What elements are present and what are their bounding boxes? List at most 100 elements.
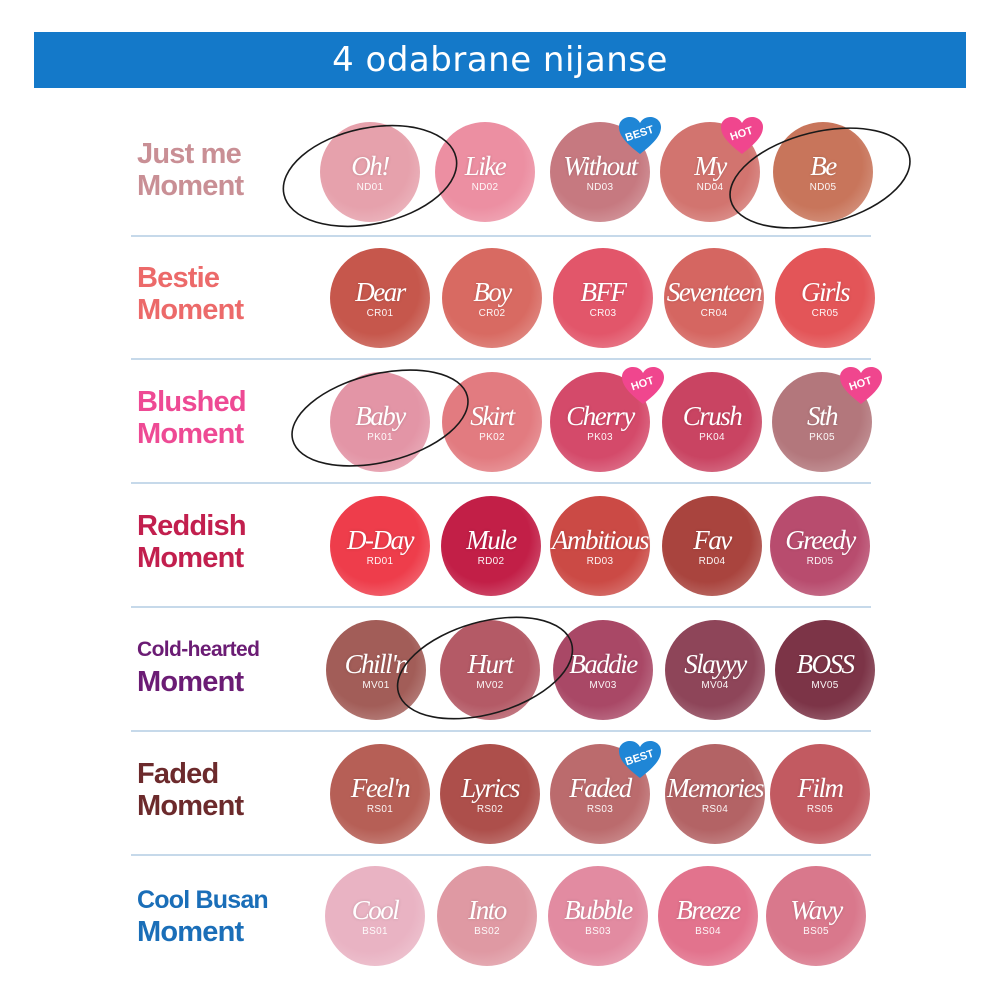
swatch[interactable]: Skirt PK02 — [442, 372, 542, 472]
swatch-code: BS03 — [585, 925, 611, 937]
swatch-name: Bubble — [564, 894, 633, 925]
swatch-name: Slayyy — [684, 648, 747, 679]
swatch-name: Girls — [800, 276, 851, 307]
row-blushed: Blushed Moment Baby PK01 Skirt PK02 Cherry… — [0, 360, 1000, 484]
row-label-line2: Moment — [137, 418, 244, 450]
swatch[interactable]: Boy CR02 — [442, 248, 542, 348]
swatch[interactable]: BOSS MV05 — [775, 620, 875, 720]
swatch[interactable]: Baby PK01 — [330, 372, 430, 472]
row-label: Blushed Moment — [137, 386, 297, 450]
swatch-name: Baby — [355, 400, 406, 431]
swatch[interactable]: Bubble BS03 — [548, 866, 648, 966]
row-label-line1: Just me — [137, 138, 242, 170]
swatch[interactable]: Dear CR01 — [330, 248, 430, 348]
swatch[interactable]: Greedy RD05 — [770, 496, 870, 596]
swatch[interactable]: D-Day RD01 — [330, 496, 430, 596]
swatch-code: PK01 — [367, 431, 393, 443]
badge-best: BEST — [617, 740, 663, 780]
row-label-line1: Cold-hearted — [137, 638, 260, 661]
swatch[interactable]: Hurt MV02 — [440, 620, 540, 720]
swatch[interactable]: BFF CR03 — [553, 248, 653, 348]
swatch-code: CR03 — [589, 307, 617, 319]
swatch[interactable]: Fav RD04 — [662, 496, 762, 596]
swatch[interactable]: Seventeen CR04 — [664, 248, 764, 348]
row-label-line1: Reddish — [137, 510, 247, 542]
swatch-code: MV03 — [589, 679, 617, 691]
swatch-code: RS04 — [701, 803, 729, 815]
swatch[interactable]: Memories RS04 — [665, 744, 765, 844]
swatch-name: Without — [563, 150, 638, 181]
swatch-code: ND03 — [586, 181, 614, 193]
swatch-code: BS01 — [362, 925, 388, 937]
row-label: Cold-hearted Moment — [137, 634, 297, 698]
swatch[interactable]: Into BS02 — [437, 866, 537, 966]
swatch-name: D-Day — [347, 524, 414, 555]
row-label-line2: Moment — [137, 790, 244, 822]
swatch-code: RD01 — [366, 555, 394, 567]
swatch-name: Be — [810, 150, 837, 181]
swatch-name: Cherry — [566, 400, 635, 431]
row-label-line2: Moment — [137, 542, 244, 574]
swatch-code: ND04 — [696, 181, 724, 193]
row-divider — [131, 482, 871, 484]
swatch-name: Lyrics — [461, 772, 520, 803]
swatch[interactable]: Chill'n MV01 — [326, 620, 426, 720]
swatch-name: Hurt — [467, 648, 514, 679]
swatch-code: RD05 — [806, 555, 834, 567]
swatch[interactable]: Ambitious RD03 — [550, 496, 650, 596]
row-divider — [131, 730, 871, 732]
swatch-code: RS02 — [476, 803, 504, 815]
swatch-name: Oh! — [351, 150, 390, 181]
swatch-code: ND01 — [356, 181, 384, 193]
swatch[interactable]: Cool BS01 — [325, 866, 425, 966]
swatch-code: PK03 — [587, 431, 613, 443]
row-label: Just me Moment — [137, 138, 297, 202]
swatch[interactable]: Like ND02 — [435, 122, 535, 222]
swatch-name: Film — [797, 772, 845, 803]
row-label-line1: Bestie — [137, 262, 220, 294]
row-divider — [131, 358, 871, 360]
swatch-code: BS02 — [474, 925, 500, 937]
row-divider — [131, 854, 871, 856]
swatch-name: Dear — [355, 276, 406, 307]
swatch-code: MV05 — [811, 679, 839, 691]
swatch[interactable]: Feel'n RS01 — [330, 744, 430, 844]
swatch-code: RS01 — [366, 803, 394, 815]
swatch-code: BS04 — [695, 925, 721, 937]
swatch-code: ND02 — [471, 181, 499, 193]
row-label-line1: Blushed — [137, 386, 247, 418]
row-divider — [131, 235, 871, 237]
swatch[interactable]: Lyrics RS02 — [440, 744, 540, 844]
swatch[interactable]: Oh! ND01 — [320, 122, 420, 222]
swatch-name: Wavy — [790, 894, 843, 925]
row-label-line2: Moment — [137, 666, 244, 698]
row-cool-busan: Cool Busan Moment Cool BS01 Into BS02 Bubb… — [0, 856, 1000, 980]
row-cold-hearted: Cold-hearted Moment Chill'n MV01 Hurt MV02… — [0, 608, 1000, 732]
swatch[interactable]: Baddie MV03 — [553, 620, 653, 720]
swatch[interactable]: Slayyy MV04 — [665, 620, 765, 720]
swatch[interactable]: Be ND05 — [773, 122, 873, 222]
swatch[interactable]: Wavy BS05 — [766, 866, 866, 966]
swatch-name: Seventeen — [666, 276, 763, 307]
swatch-name: Mule — [466, 524, 517, 555]
swatch-code: RD04 — [698, 555, 726, 567]
swatch[interactable]: Film RS05 — [770, 744, 870, 844]
swatch-code: BS05 — [803, 925, 829, 937]
swatch[interactable]: Breeze BS04 — [658, 866, 758, 966]
swatch[interactable]: Mule RD02 — [441, 496, 541, 596]
swatch[interactable]: Girls CR05 — [775, 248, 875, 348]
row-label: Faded Moment — [137, 758, 297, 822]
badge-hot: HOT — [838, 366, 884, 406]
swatch-code: RD03 — [586, 555, 614, 567]
swatch[interactable]: Crush PK04 — [662, 372, 762, 472]
swatch-code: CR05 — [811, 307, 839, 319]
swatch-name: Boy — [473, 276, 512, 307]
swatch-code: MV02 — [476, 679, 504, 691]
swatch-name: Into — [468, 894, 507, 925]
swatch-code: PK02 — [479, 431, 505, 443]
row-label: Cool Busan Moment — [137, 884, 297, 948]
swatch-code: RS05 — [806, 803, 834, 815]
swatch-name: Crush — [682, 400, 743, 431]
swatch-name: Ambitious — [551, 524, 650, 555]
swatch-code: RS03 — [586, 803, 614, 815]
